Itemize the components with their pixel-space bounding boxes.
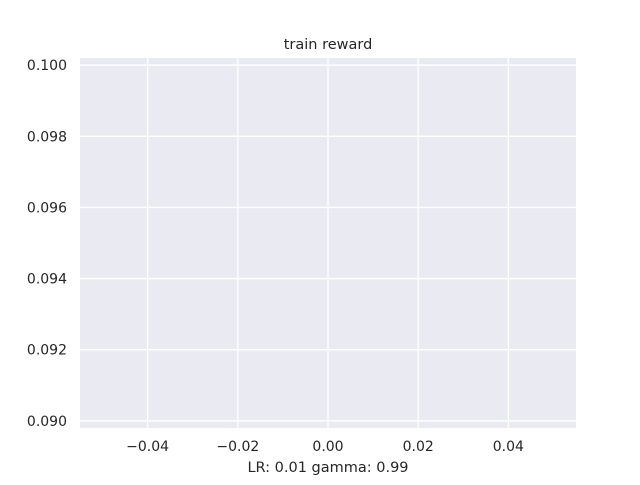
y-axis-ticks: 0.090 0.092 0.094 0.096 0.098 0.100 xyxy=(27,58,67,430)
x-tick-label: −0.02 xyxy=(216,439,259,455)
x-tick-label: 0.00 xyxy=(312,439,343,455)
y-tick-label: 0.094 xyxy=(27,272,67,288)
chart-title: train reward xyxy=(284,37,373,53)
x-axis-ticks: −0.04 −0.02 0.00 0.02 0.04 xyxy=(126,439,524,455)
y-tick-label: 0.090 xyxy=(27,414,67,430)
x-tick-label: 0.04 xyxy=(493,439,524,455)
y-tick-label: 0.092 xyxy=(27,343,67,359)
x-axis-label: LR: 0.01 gamma: 0.99 xyxy=(247,460,408,476)
y-tick-label: 0.100 xyxy=(27,58,67,74)
grid-lines xyxy=(80,58,576,428)
y-tick-label: 0.096 xyxy=(27,200,67,216)
y-tick-label: 0.098 xyxy=(27,129,67,145)
x-tick-label: −0.04 xyxy=(126,439,169,455)
x-tick-label: 0.02 xyxy=(403,439,434,455)
